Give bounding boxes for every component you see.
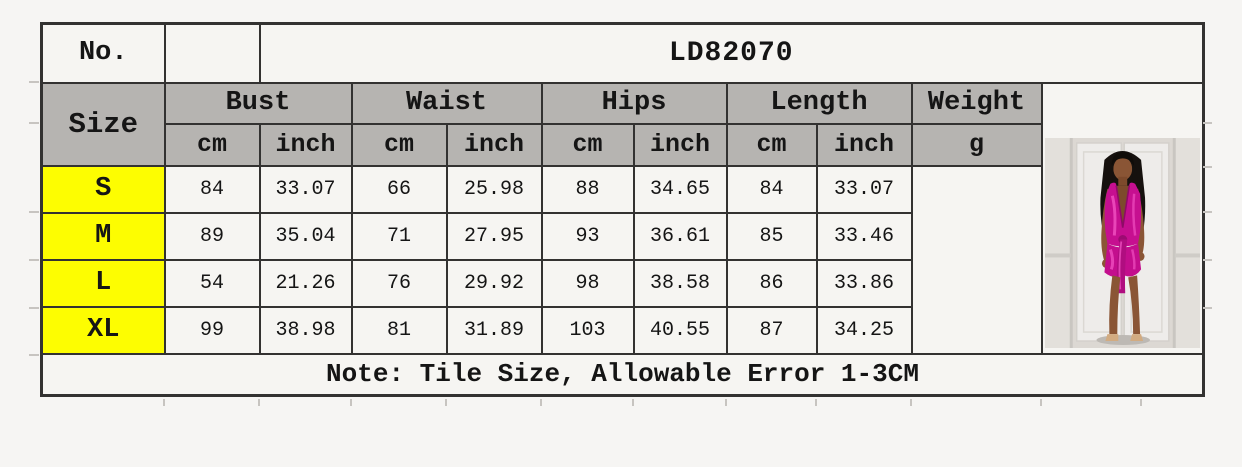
empty-cell xyxy=(163,22,261,84)
l-length-cm: 86 xyxy=(725,258,818,308)
s-bust-cm: 84 xyxy=(163,164,261,214)
s-waist-inch: 25.98 xyxy=(445,164,543,214)
bust-inch-header: inch xyxy=(258,122,353,167)
gridline-tick xyxy=(1203,166,1212,168)
gridline-tick xyxy=(815,399,817,406)
table-row-size-xl: XL 99 38.98 81 31.89 103 40.55 87 34.25 xyxy=(40,305,1204,355)
l-bust-cm: 54 xyxy=(163,258,261,308)
gridline-tick xyxy=(1203,307,1212,309)
xl-waist-cm: 81 xyxy=(350,305,448,355)
gridline-tick xyxy=(29,81,39,83)
table-row: Size Bust Waist Hips Length Weight xyxy=(40,81,1205,355)
waist-group-header: Waist xyxy=(350,81,543,125)
gridline-tick xyxy=(1203,211,1212,213)
weight-values-cell xyxy=(910,164,1043,355)
l-hips-cm: 98 xyxy=(540,258,635,308)
length-inch-header: inch xyxy=(815,122,913,167)
hips-inch-header: inch xyxy=(632,122,728,167)
gridline-tick xyxy=(350,399,352,406)
gridline-tick xyxy=(29,354,39,356)
gridline-tick xyxy=(1040,399,1042,406)
product-photo xyxy=(1044,137,1200,348)
l-bust-inch: 21.26 xyxy=(258,258,353,308)
l-hips-inch: 38.58 xyxy=(632,258,728,308)
m-hips-inch: 36.61 xyxy=(632,211,728,261)
no-label-cell: No. xyxy=(40,22,166,84)
s-waist-cm: 66 xyxy=(350,164,448,214)
s-hips-cm: 88 xyxy=(540,164,635,214)
s-length-inch: 33.07 xyxy=(815,164,913,214)
gridline-tick xyxy=(29,307,39,309)
hips-cm-header: cm xyxy=(540,122,635,167)
xl-hips-cm: 103 xyxy=(540,305,635,355)
weight-column-header: Weight xyxy=(910,81,1043,125)
table-row: No. LD82070 xyxy=(40,22,1205,84)
note-cell: Note: Tile Size, Allowable Error 1-3CM xyxy=(40,352,1205,397)
size-l-cell: L xyxy=(40,258,166,308)
gridline-tick xyxy=(1203,259,1212,261)
hips-group-header: Hips xyxy=(540,81,728,125)
table-row-size-s: S 84 33.07 66 25.98 88 34.65 84 33.07 xyxy=(40,164,1204,355)
s-bust-inch: 33.07 xyxy=(258,164,353,214)
m-bust-cm: 89 xyxy=(163,211,261,261)
m-length-cm: 85 xyxy=(725,211,818,261)
bust-group-header: Bust xyxy=(163,81,353,125)
length-group-header: Length xyxy=(725,81,913,125)
gridline-tick xyxy=(1140,399,1142,406)
xl-bust-inch: 38.98 xyxy=(258,305,353,355)
s-hips-inch: 34.65 xyxy=(632,164,728,214)
gridline-tick xyxy=(540,399,542,406)
product-photo-cell xyxy=(1040,81,1205,355)
gridline-tick xyxy=(1203,122,1212,124)
waist-inch-header: inch xyxy=(445,122,543,167)
table-row-size-l: L 54 21.26 76 29.92 98 38.58 86 33.86 xyxy=(40,258,1204,308)
m-hips-cm: 93 xyxy=(540,211,635,261)
m-waist-cm: 71 xyxy=(350,211,448,261)
gridline-tick xyxy=(163,399,165,406)
xl-length-cm: 87 xyxy=(725,305,818,355)
l-length-inch: 33.86 xyxy=(815,258,913,308)
gridline-tick xyxy=(632,399,634,406)
xl-waist-inch: 31.89 xyxy=(445,305,543,355)
size-xl-cell: XL xyxy=(40,305,166,355)
gridline-tick xyxy=(445,399,447,406)
size-chart-table: No. LD82070 Size Bust Waist Hips Length … xyxy=(40,22,1205,397)
gridline-tick xyxy=(725,399,727,406)
m-waist-inch: 27.95 xyxy=(445,211,543,261)
m-bust-inch: 35.04 xyxy=(258,211,353,261)
model-photo-illustration xyxy=(1044,137,1200,348)
gridline-tick xyxy=(258,399,260,406)
m-length-inch: 33.46 xyxy=(815,211,913,261)
xl-length-inch: 34.25 xyxy=(815,305,913,355)
bust-cm-header: cm xyxy=(163,122,261,167)
product-code-cell: LD82070 xyxy=(258,22,1205,84)
gridline-tick xyxy=(910,399,912,406)
size-m-cell: M xyxy=(40,211,166,261)
size-column-header: Size xyxy=(40,81,166,167)
l-waist-inch: 29.92 xyxy=(445,258,543,308)
xl-hips-inch: 40.55 xyxy=(632,305,728,355)
gridline-tick xyxy=(29,211,39,213)
gridline-tick xyxy=(29,259,39,261)
gridline-tick xyxy=(29,122,39,124)
weight-unit-header: g xyxy=(910,122,1043,167)
length-cm-header: cm xyxy=(725,122,818,167)
table-row-size-m: M 89 35.04 71 27.95 93 36.61 85 33.46 xyxy=(40,211,1204,261)
size-s-cell: S xyxy=(40,164,166,214)
xl-bust-cm: 99 xyxy=(163,305,261,355)
table-row-note: Note: Tile Size, Allowable Error 1-3CM xyxy=(40,352,1205,397)
waist-cm-header: cm xyxy=(350,122,448,167)
table-row: cm inch cm inch cm inch cm inch g xyxy=(42,122,1204,167)
l-waist-cm: 76 xyxy=(350,258,448,308)
s-length-cm: 84 xyxy=(725,164,818,214)
